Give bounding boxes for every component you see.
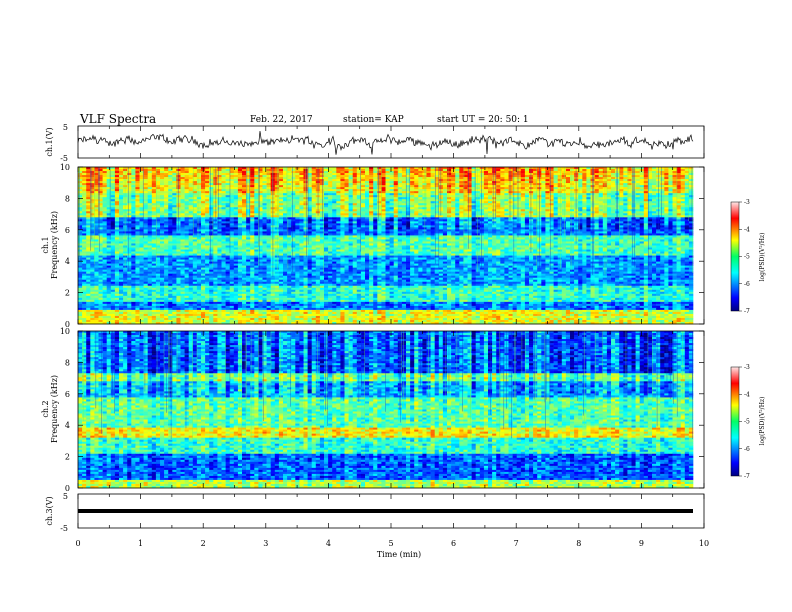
time-tick-label: 2	[201, 539, 206, 548]
ch2-spectrogram-ylabel: Frequency (kHz)	[50, 375, 59, 443]
colorbar-tick-label: -4	[744, 391, 750, 398]
time-tick-label: 6	[451, 539, 456, 548]
time-tick-label: 3	[263, 539, 268, 548]
ch1-colorbar: -3 -4 -5 -6 -7 log(PSD)(V²/Hz)	[730, 199, 766, 315]
ch1-spectrogram-channel-label: ch.1	[41, 236, 50, 253]
ch1-colorbar-gradient	[730, 201, 740, 312]
spectrogram-ytick-label: 4	[65, 257, 70, 266]
ch2-colorbar-label: log(PSD)(V²/Hz)	[759, 397, 766, 446]
spectrogram-ytick-label: 0	[65, 484, 70, 493]
spectrogram-ytick-label: 6	[65, 390, 70, 399]
spectrogram-ytick-label: 10	[60, 327, 70, 336]
ch1-spectrogram-panel: 0 2 4 6 8 10 ch.1 Frequency (kHz)	[41, 163, 705, 329]
spectrogram-ytick-label: 4	[65, 421, 70, 430]
date-label: Feb. 22, 2017	[250, 115, 313, 125]
spectrogram-ytick-label: 2	[65, 453, 70, 462]
ch3-ytick-top: 5	[63, 492, 68, 501]
ch1-waveform-ylabel: ch.1(V)	[45, 127, 54, 156]
ch1-colorbar-label: log(PSD)(V²/Hz)	[759, 233, 766, 282]
ch2-colorbar: -3 -4 -5 -6 -7 log(PSD)(V²/Hz)	[730, 364, 766, 480]
time-tick-label: 1	[138, 539, 143, 548]
ch2-spectrogram-channel-label: ch.2	[41, 400, 50, 417]
colorbar-tick-label: -7	[744, 308, 750, 315]
colorbar-tick-label: -5	[744, 419, 750, 426]
time-tick-label: 4	[326, 539, 331, 548]
time-tick-label: 5	[388, 539, 393, 548]
ch2-colorbar-gradient	[730, 366, 740, 477]
ch2-spectrogram-image	[78, 331, 694, 489]
time-tick-label: 7	[514, 539, 519, 548]
ch3-ytick-bottom: -5	[60, 524, 68, 533]
ch1-colorbar-ticks: -3 -4 -5 -6 -7	[739, 199, 750, 315]
ch1-ytick-bottom: -5	[60, 154, 68, 163]
time-axis-label: Time (min)	[377, 550, 421, 559]
spectrogram-ytick-label: 2	[65, 289, 70, 298]
ch2-spectrogram-yticks: 0 2 4 6 8 10	[60, 327, 704, 493]
ch2-colorbar-ticks: -3 -4 -5 -6 -7	[739, 364, 750, 480]
colorbar-tick-label: -4	[744, 226, 750, 233]
ch1-waveform-line	[77, 130, 694, 155]
colorbar-tick-label: -7	[744, 473, 750, 480]
time-axis: 0 1 2 3 4 5 6 7 8 9 10	[75, 126, 709, 548]
spectrogram-ytick-label: 10	[60, 163, 70, 172]
ch1-spectrogram-yticks: 0 2 4 6 8 10	[60, 163, 704, 329]
spectrogram-ytick-label: 6	[65, 226, 70, 235]
colorbar-tick-label: -3	[744, 364, 750, 371]
start-time-label: start UT = 20: 50: 1	[437, 115, 529, 125]
colorbar-tick-label: -6	[744, 446, 750, 453]
time-tick-label: 10	[699, 539, 709, 548]
spectrogram-ytick-label: 0	[65, 320, 70, 329]
colorbar-tick-label: -3	[744, 199, 750, 206]
station-label: station= KAP	[343, 115, 404, 125]
ch3-waveform-ylabel: ch.3(V)	[45, 496, 54, 525]
ch1-spectrogram-image	[78, 167, 694, 325]
ch1-ytick-top: 5	[63, 123, 68, 132]
ch3-waveform-panel: 5 -5 ch.3(V)	[45, 492, 705, 533]
ch1-waveform-panel: 5 -5 ch.1(V)	[45, 123, 705, 163]
time-tick-label: 0	[75, 539, 80, 548]
spectrogram-ytick-label: 8	[65, 358, 70, 367]
spectrogram-ytick-label: 8	[65, 194, 70, 203]
ch1-spectrogram-ylabel: Frequency (kHz)	[50, 211, 59, 279]
time-tick-label: 8	[576, 539, 581, 548]
time-tick-label: 9	[639, 539, 644, 548]
figure-title: VLF Spectra	[79, 112, 156, 126]
colorbar-tick-label: -5	[744, 254, 750, 261]
ch2-spectrogram-panel: 0 2 4 6 8 10 ch.2 Frequency (kHz)	[41, 327, 705, 493]
colorbar-tick-label: -6	[744, 281, 750, 288]
